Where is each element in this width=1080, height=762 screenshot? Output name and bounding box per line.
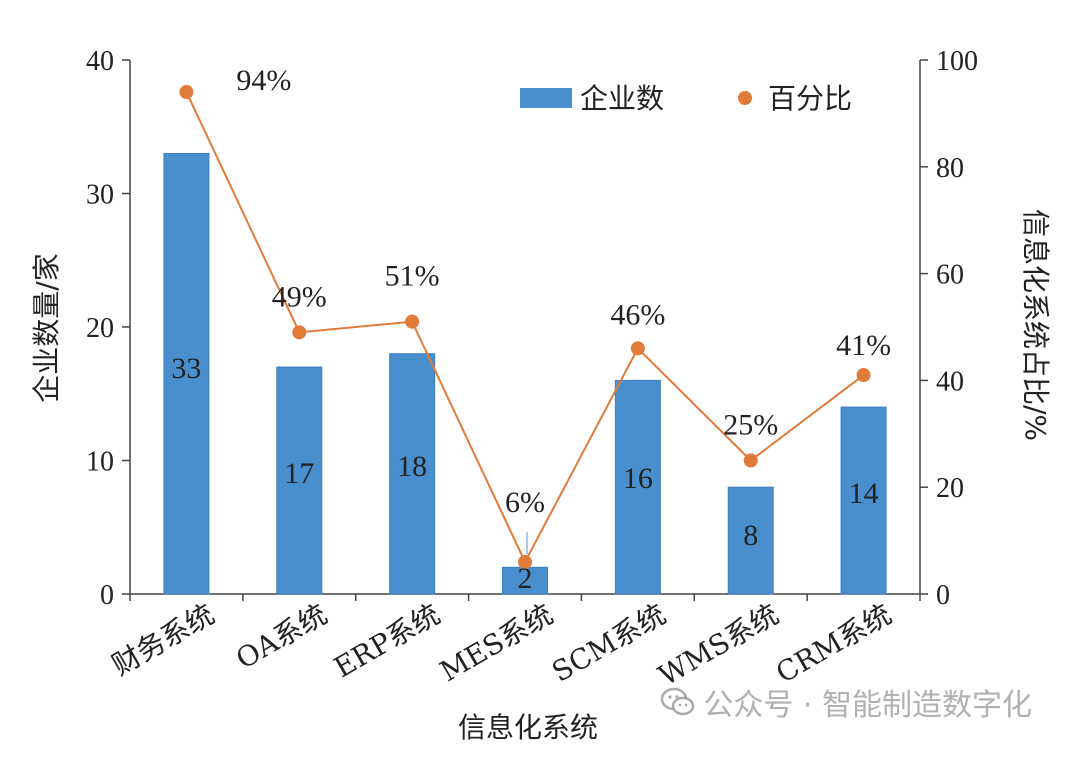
y2-tick-label: 80: [936, 153, 964, 184]
percent-value-label: 6%: [505, 486, 545, 519]
bar-value-label: 8: [743, 519, 758, 552]
legend-line-label: 百分比: [768, 82, 852, 115]
bar: [727, 486, 774, 595]
x-tick-label: 财务系统: [106, 597, 220, 682]
y2-tick-label: 60: [936, 260, 964, 291]
bar-value-label: 14: [849, 477, 879, 510]
percent-value-label: 46%: [610, 298, 665, 331]
x-tick-label: ERP系统: [328, 597, 445, 684]
bar: [840, 406, 887, 595]
bar-value-label: 18: [397, 450, 427, 483]
wechat-icon: [661, 687, 695, 717]
y-tick-label: 10: [86, 447, 114, 478]
bar: [276, 366, 323, 595]
y-tick-label: 30: [86, 180, 114, 211]
bars: [163, 152, 887, 595]
watermark: 公众号 · 智能制造数字化: [661, 680, 1032, 724]
percent-value-label: 51%: [385, 260, 440, 293]
legend-bar-label: 企业数: [580, 82, 664, 115]
bar-value-label: 2: [518, 562, 533, 595]
percent-point: [630, 341, 645, 356]
axes: 0 10 20 30 40 0 20 40 60 80 100 财务系统 OA系统ERP系统MES系统S…: [86, 46, 978, 692]
x-tick-label: OA系统: [230, 597, 332, 675]
bar: [163, 152, 210, 595]
legend: 企业数 百分比: [520, 82, 852, 115]
y-axis-title: 企业数量/家: [30, 253, 63, 402]
bar-value-label: 16: [623, 462, 653, 495]
percent-line: [179, 85, 871, 569]
y2-tick-label: 40: [936, 366, 964, 397]
bar: [614, 379, 661, 595]
bar: [389, 353, 436, 595]
y2-tick-label: 100: [936, 46, 978, 77]
percent-value-label: 94%: [236, 64, 291, 97]
percent-point: [743, 453, 758, 468]
percent-value-label: 49%: [272, 280, 327, 313]
x-tick-label: CRM系统: [770, 597, 897, 689]
percent-point: [856, 368, 871, 383]
y2-tick-label: 0: [936, 580, 950, 611]
x-tick-label: SCM系统: [546, 597, 671, 688]
y-tick-label: 40: [86, 46, 114, 77]
y-tick-label: 0: [100, 580, 114, 611]
watermark-text: 公众号 · 智能制造数字化: [703, 688, 1032, 723]
bar-value-label: 17: [284, 457, 314, 490]
percent-value-label: 41%: [836, 329, 891, 362]
percent-point: [292, 325, 307, 340]
x-tick-label: MES系统: [434, 597, 558, 688]
x-tick-label: WMS系统: [653, 597, 784, 692]
x-axis-title: 信息化系统: [458, 711, 598, 744]
y-tick-label: 20: [86, 313, 114, 344]
percent-point: [405, 314, 420, 329]
percent-point: [518, 554, 532, 569]
data-labels: 33 17 18 2 16 8 14 94% 49% 51% 6% 46% 25% 41%: [171, 64, 891, 595]
legend-line-swatch: [738, 91, 752, 105]
y2-axis-title: 信息化系统占比/%: [1019, 209, 1052, 441]
bar-value-label: 33: [171, 352, 201, 385]
legend-bar-swatch: [520, 88, 572, 108]
y2-tick-label: 20: [936, 473, 964, 504]
percent-point: [179, 85, 194, 100]
percent-value-label: 25%: [723, 409, 778, 442]
